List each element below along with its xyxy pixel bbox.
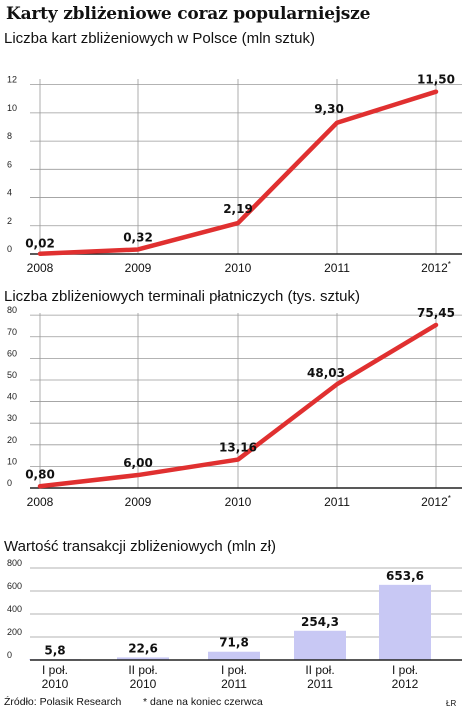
- chart2-y-tick-label: 80: [7, 305, 17, 315]
- chart2-x-tick-label: 2012*: [421, 494, 451, 509]
- chart2-y-tick-label: 20: [7, 435, 17, 445]
- chart2-y-tick-label: 70: [7, 327, 17, 337]
- chart2-x-tick-label: 2010: [225, 495, 252, 509]
- chart3-x-tick-label: 2011: [307, 677, 333, 691]
- cards-line-chart: 0 2 4 6 8 10 12 2008 2009 2010 2011 2012* 0,02 0,32 2,…: [7, 73, 462, 275]
- chart3-bar: [379, 584, 431, 660]
- footnote: * dane na koniec czerwca: [143, 696, 263, 708]
- chart3-y-tick-label: 800: [7, 558, 22, 568]
- chart3-y-tick-label: 600: [7, 581, 22, 591]
- chart3-x-tick-label: 2010: [130, 677, 157, 691]
- terminals-line-chart: 0 10 20 30 40 50 60 70 80 2008 2009 2010 2011 2012* 0,…: [7, 305, 462, 509]
- chart2-y-tick-label: 60: [7, 348, 17, 358]
- chart3-x-tick-label: I poł.: [42, 663, 68, 677]
- chart2-data-label: 13,16: [219, 441, 257, 455]
- chart3-x-tick-label: 2012: [392, 677, 419, 691]
- chart3-data-label: 5,8: [44, 643, 65, 657]
- chart-main-title: Karty zbliżeniowe coraz popularniejsze: [6, 4, 371, 24]
- chart2-data-label: 0,80: [25, 467, 55, 481]
- chart3-data-label: 71,8: [219, 636, 249, 650]
- chart1-data-label: 0,32: [123, 230, 153, 244]
- chart1-title: Liczba kart zbliżeniowych w Polsce (mln …: [4, 30, 315, 47]
- chart1-data-label: 11,50: [417, 73, 455, 87]
- chart1-series-line: [37, 89, 439, 256]
- chart1-y-tick-label: 12: [7, 75, 17, 85]
- chart3-data-label: 254,3: [301, 615, 339, 629]
- chart2-y-tick-label: 40: [7, 392, 17, 402]
- chart3-data-label: 22,6: [128, 641, 158, 655]
- author-credit: ŁR: [446, 699, 457, 708]
- chart2-series-line: [37, 322, 439, 489]
- chart3-x-tick-label: I poł.: [392, 663, 418, 677]
- chart2-title: Liczba zbliżeniowych terminali płatniczy…: [4, 288, 360, 305]
- chart2-data-label: 75,45: [417, 306, 455, 320]
- chart3-data-label: 653,6: [386, 569, 424, 583]
- chart1-y-tick-label: 2: [7, 216, 12, 226]
- chart2-x-tick-label: 2011: [324, 495, 350, 509]
- chart3-x-tick-label: 2011: [221, 677, 247, 691]
- chart2-y-tick-label: 50: [7, 370, 17, 380]
- chart1-y-tick-label: 6: [7, 159, 12, 169]
- chart3-x-tick-label: II poł.: [128, 663, 157, 677]
- chart1-y-tick-label: 0: [7, 244, 12, 254]
- chart3-y-tick-label: 200: [7, 627, 22, 637]
- chart1-y-tick-label: 4: [7, 188, 12, 198]
- chart3-title: Wartość transakcji zbliżeniowych (mln zł…: [4, 538, 277, 555]
- chart2-data-label: 6,00: [123, 456, 153, 470]
- chart3-bar: [117, 657, 169, 660]
- chart1-y-tick-label: 8: [7, 131, 12, 141]
- chart1-data-label: 2,19: [223, 202, 253, 216]
- chart2-y-tick-label: 30: [7, 413, 17, 423]
- chart1-x-tick-label: 2011: [324, 261, 350, 275]
- chart3-y-tick-label: 0: [7, 650, 12, 660]
- chart2-y-tick-label: 0: [7, 478, 12, 488]
- chart3-x-tick-label: 2010: [42, 677, 69, 691]
- chart2-x-tick-label: 2009: [125, 495, 152, 509]
- chart1-y-tick-label: 10: [7, 103, 17, 113]
- chart1-x-tick-label: 2009: [125, 261, 152, 275]
- chart2-y-tick-label: 10: [7, 456, 17, 466]
- chart3-x-tick-label: II poł.: [305, 663, 334, 677]
- chart2-data-label: 48,03: [307, 366, 345, 380]
- chart1-data-label: 9,30: [314, 102, 344, 116]
- chart3-bar: [208, 651, 260, 660]
- chart1-data-label: 0,02: [25, 237, 55, 251]
- chart1-x-tick-label: 2012*: [421, 260, 451, 275]
- chart2-x-tick-label: 2008: [27, 495, 54, 509]
- chart1-x-tick-label: 2010: [225, 261, 252, 275]
- chart3-bar: [294, 630, 346, 660]
- chart1-x-tick-label: 2008: [27, 261, 54, 275]
- chart3-x-tick-label: I poł.: [221, 663, 247, 677]
- source-note: Źródło: Polasik Research: [4, 696, 122, 708]
- chart3-y-tick-label: 400: [7, 604, 22, 614]
